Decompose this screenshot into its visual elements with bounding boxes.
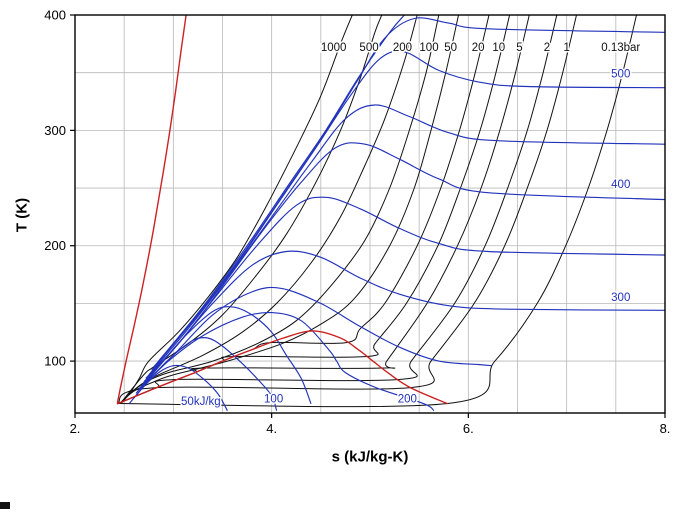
isobar-0.13bar-curve — [117, 15, 637, 408]
isenthalp-400-curve — [145, 142, 665, 379]
isobar-50bar-curve — [118, 15, 459, 405]
label-isobar-10: 10 — [492, 42, 505, 54]
label-isenthalp-100: 100 — [264, 394, 283, 406]
curves-layer — [116, 15, 665, 412]
label-isobar-1: 1 — [563, 42, 569, 54]
label-isobar-5: 5 — [516, 42, 522, 54]
isobar-1000bar-curve — [121, 15, 353, 403]
x-tick-6.: 6. — [463, 421, 474, 436]
label-isobar-2: 2 — [544, 42, 550, 54]
isobar-500bar-curve — [120, 15, 383, 403]
label-isenthalp-50kJ/kg: 50kJ/kg — [181, 396, 221, 408]
y-tick-100: 100 — [44, 354, 66, 369]
x-tick-2.: 2. — [70, 421, 81, 436]
x-tick-4.: 4. — [266, 421, 277, 436]
label-isobar-50: 50 — [444, 42, 457, 54]
melting-line-curve — [116, 15, 187, 404]
isenthalp-250-curve — [138, 286, 492, 390]
label-isenthalp-300: 300 — [611, 292, 630, 304]
isenthalp-600-curve — [158, 15, 405, 362]
label-isobar-0.13bar: 0.13bar — [601, 42, 640, 54]
y-tick-400: 400 — [44, 8, 66, 23]
isobar-2bar-curve — [117, 15, 558, 405]
label-isenthalp-200: 200 — [398, 394, 417, 406]
label-isobar-200: 200 — [393, 42, 412, 54]
label-isobar-100: 100 — [419, 42, 438, 54]
label-isobar-1000: 1000 — [321, 42, 347, 54]
axis-ticks: 2. 4. 6. 8. 100 200 300 400 — [44, 8, 670, 437]
plot-border — [74, 14, 666, 414]
saturation-dome-curve — [117, 330, 448, 405]
isobar-1bar-curve — [117, 15, 577, 405]
isenthalp-300-curve — [140, 250, 665, 387]
curve-labels: 1000 500 200 100 50 20 10 5 2 1 0.13bar 50kJ/kg 100 2… — [180, 40, 642, 409]
isenthalp-550-curve — [153, 17, 665, 368]
label-isenthalp-400: 400 — [611, 179, 630, 191]
label-isobar-20: 20 — [472, 42, 485, 54]
isenthalp-200-curve — [138, 311, 435, 412]
y-axis-title: T (K) — [13, 197, 31, 233]
x-axis-title: s (kJ/kg-K) — [331, 448, 409, 466]
isenthalp-450-curve — [148, 104, 665, 376]
y-tick-200: 200 — [44, 238, 66, 253]
screen-corner-artifact — [0, 502, 10, 509]
label-isenthalp-500: 500 — [611, 68, 630, 80]
x-tick-8.: 8. — [660, 421, 671, 436]
label-isobar-500: 500 — [359, 42, 378, 54]
y-tick-300: 300 — [44, 123, 66, 138]
